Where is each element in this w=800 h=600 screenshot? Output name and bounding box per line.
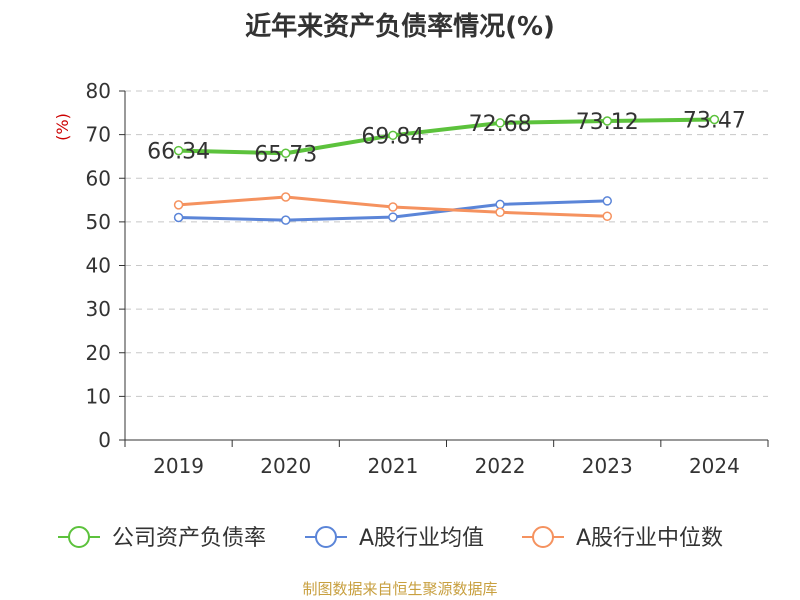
grid-lines xyxy=(125,90,768,397)
legend-label: A股行业中位数 xyxy=(576,526,723,551)
data-point[interactable] xyxy=(602,211,612,221)
legend-item[interactable]: A股行业均值 xyxy=(305,526,484,551)
chart-title: 近年来资产负债率情况(%) xyxy=(245,12,555,42)
y-tick-label: 70 xyxy=(86,123,111,147)
y-tick-label: 20 xyxy=(86,341,111,365)
series-1 xyxy=(173,196,612,225)
series-2 xyxy=(173,192,612,221)
x-tick-label: 2023 xyxy=(582,454,633,478)
data-point[interactable] xyxy=(281,192,291,202)
data-label: 66.34 xyxy=(147,140,210,165)
y-tick-label: 80 xyxy=(86,79,111,103)
legend-item[interactable]: 公司资产负债率 xyxy=(58,526,266,551)
x-tick-label: 2021 xyxy=(367,454,418,478)
data-point[interactable] xyxy=(173,212,184,223)
y-tick-label: 40 xyxy=(86,254,111,278)
y-axis-ticks: 0 10 20 30 40 50 60 70 80 xyxy=(86,79,125,452)
data-point[interactable] xyxy=(281,215,291,225)
series-0: 66.34 65.73 69.84 72.68 73.12 73.47 xyxy=(147,108,746,167)
data-point[interactable] xyxy=(388,130,398,141)
x-tick-label: 2020 xyxy=(260,454,311,478)
y-tick-label: 10 xyxy=(86,384,111,408)
data-point[interactable] xyxy=(495,207,505,218)
series-line xyxy=(178,117,715,156)
data-point[interactable] xyxy=(388,212,398,222)
data-label: 69.84 xyxy=(361,124,424,149)
data-label: 73.47 xyxy=(683,108,746,133)
legend-marker xyxy=(68,526,90,548)
data-point[interactable] xyxy=(281,148,291,159)
data-point[interactable] xyxy=(602,196,612,206)
data-point[interactable] xyxy=(602,116,612,126)
legend-label: 公司资产负债率 xyxy=(112,526,266,551)
y-tick-label: 30 xyxy=(86,297,111,321)
y-axis-label: (%) xyxy=(53,113,72,141)
data-point[interactable] xyxy=(495,118,505,128)
data-point[interactable] xyxy=(495,199,505,210)
data-label: 65.73 xyxy=(254,142,317,167)
y-tick-label: 60 xyxy=(86,166,111,190)
legend-label: A股行业均值 xyxy=(359,526,484,551)
legend-marker xyxy=(315,526,337,548)
data-point[interactable] xyxy=(173,145,184,156)
data-source-note: 制图数据来自恒生聚源数据库 xyxy=(302,580,498,598)
x-tick-label: 2022 xyxy=(475,454,526,478)
data-label: 73.12 xyxy=(576,110,639,135)
data-point[interactable] xyxy=(173,200,184,210)
legend: 公司资产负债率 A股行业均值 A股行业中位数 xyxy=(58,526,723,551)
y-tick-label: 50 xyxy=(86,210,111,234)
x-tick-label: 2019 xyxy=(153,454,204,478)
data-label: 72.68 xyxy=(469,112,532,137)
data-point[interactable] xyxy=(709,114,720,125)
x-axis-ticks: 2019 2020 2021 2022 2023 2024 xyxy=(124,440,769,478)
legend-item[interactable]: A股行业中位数 xyxy=(522,526,723,551)
legend-marker xyxy=(532,526,554,548)
series-group: 66.34 65.73 69.84 72.68 73.12 73.47 xyxy=(147,108,746,225)
data-point[interactable] xyxy=(388,202,398,212)
x-tick-label: 2024 xyxy=(689,454,740,478)
y-tick-label: 0 xyxy=(98,428,111,452)
